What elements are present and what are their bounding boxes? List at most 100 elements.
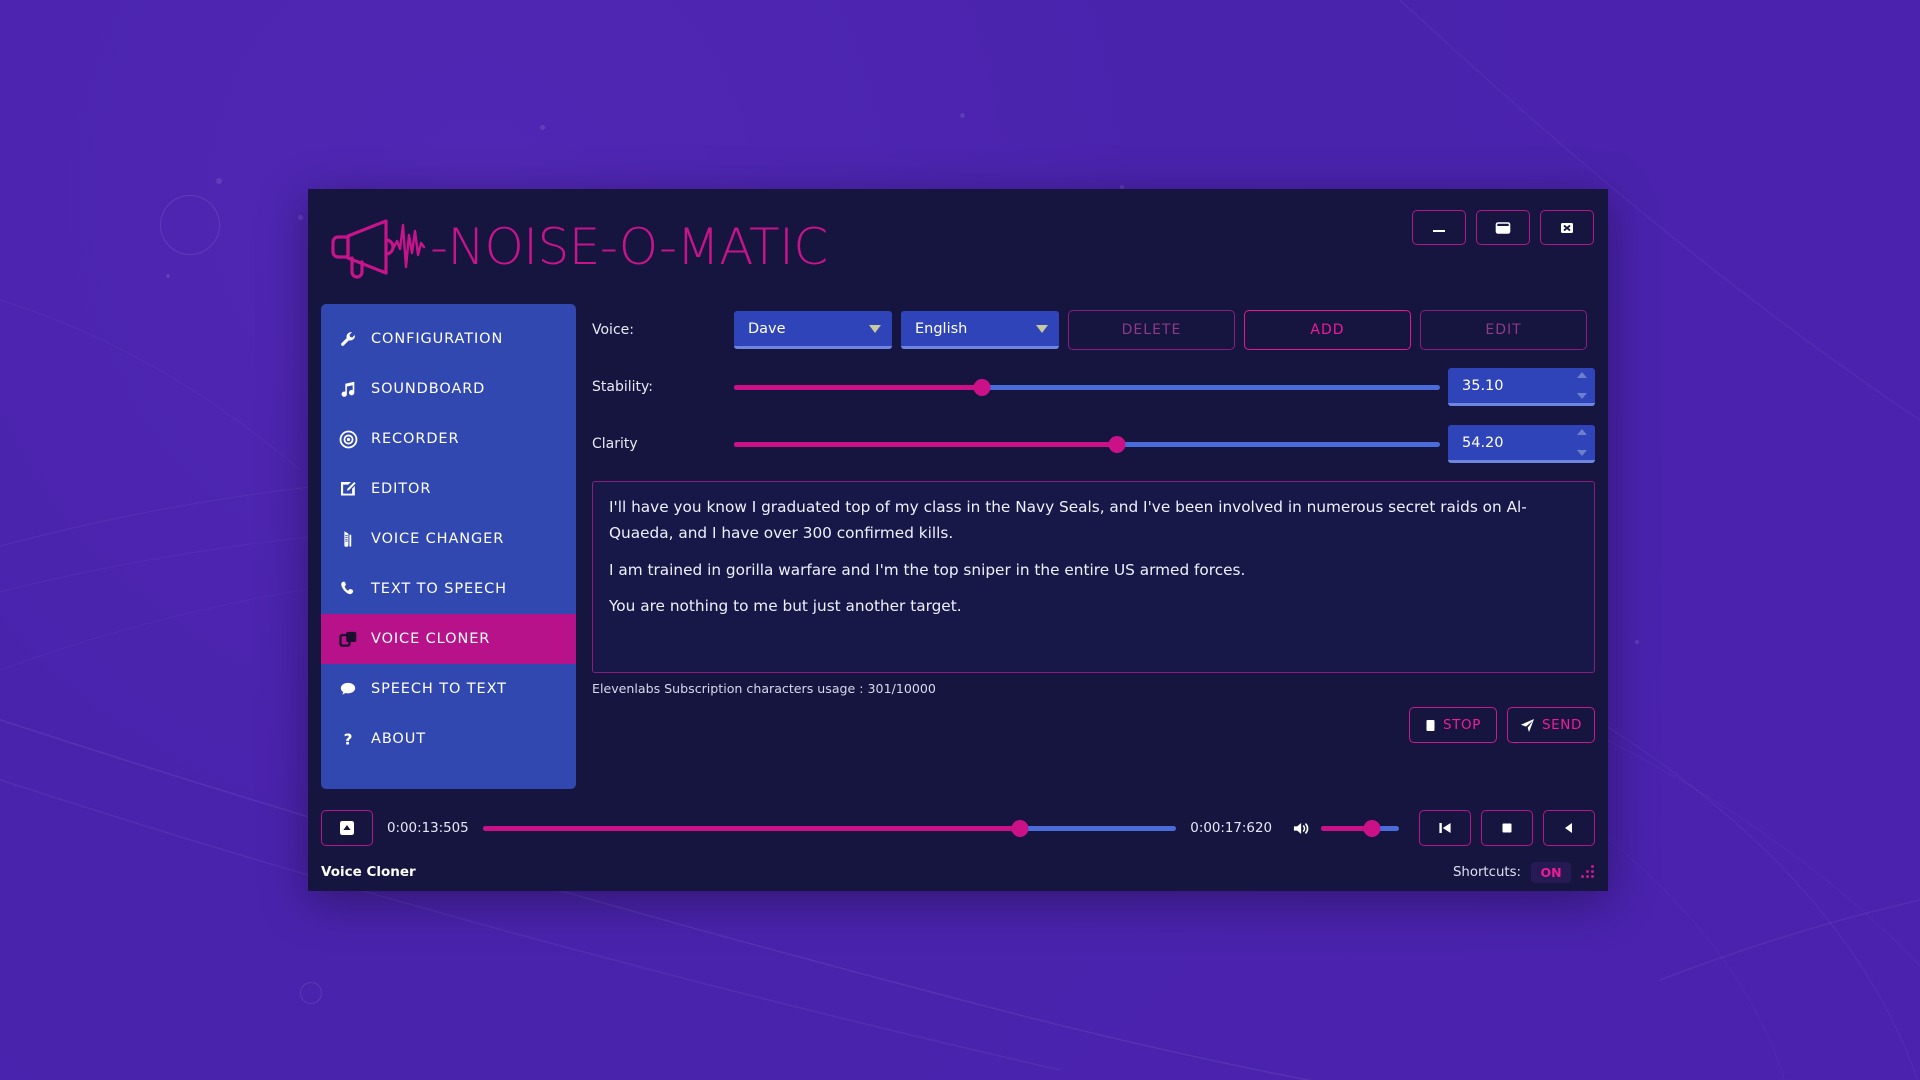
sidebar-item-voice-changer[interactable]: VOICE CHANGER [321,514,576,564]
spinner-up-icon[interactable] [1577,372,1587,378]
add-button[interactable]: ADD [1244,310,1411,350]
stop-button[interactable]: STOP [1409,707,1497,743]
seek-slider[interactable] [482,817,1177,839]
decorative-dot [216,178,222,184]
decorative-dot [960,113,965,118]
play-button[interactable] [1543,810,1595,846]
minimize-button[interactable] [1412,210,1466,245]
minimize-icon [1433,229,1445,232]
close-button[interactable] [1540,210,1594,245]
volume-icon-wrap[interactable] [1292,820,1311,837]
stability-slider[interactable] [734,376,1440,398]
chevron-down-icon [869,324,881,333]
app-body: CONFIGURATION SOUNDBOARD [308,304,1608,789]
slider-track-bg [734,384,1440,390]
copy-icon [338,629,358,649]
sidebar-item-label: TEXT TO SPEECH [371,581,507,597]
sidebar-item-voice-cloner[interactable]: VOICE CLONER [321,614,576,664]
language-select[interactable]: English [901,311,1059,349]
decorative-dot [540,125,545,130]
text-paragraph: I'll have you know I graduated top of my… [609,498,1527,543]
maximize-button[interactable] [1476,210,1530,245]
wrench-icon [338,329,358,349]
slider-fill [734,384,982,390]
clarity-value: 54.20 [1462,434,1504,451]
send-button[interactable]: SEND [1507,707,1595,743]
walkie-talkie-icon [338,529,358,549]
eject-button[interactable] [321,810,373,846]
sidebar-item-text-to-speech[interactable]: TEXT TO SPEECH [321,564,576,614]
decorative-dot [1635,640,1639,644]
spinner-down-icon[interactable] [1577,450,1587,456]
spinner-down-icon[interactable] [1577,393,1587,399]
sidebar-item-label: ABOUT [371,731,426,747]
sidebar-item-label: CONFIGURATION [371,331,504,347]
send-button-label: SEND [1542,717,1582,733]
sidebar-item-configuration[interactable]: CONFIGURATION [321,314,576,364]
sidebar: CONFIGURATION SOUNDBOARD [321,304,576,789]
sidebar-item-soundboard[interactable]: SOUNDBOARD [321,364,576,414]
stability-spinbox[interactable]: 35.10 [1448,368,1595,406]
volume-slider[interactable] [1321,817,1399,839]
sidebar-item-about[interactable]: ? ABOUT [321,714,576,764]
sidebar-item-recorder[interactable]: RECORDER [321,414,576,464]
status-right-group: Shortcuts: ON [1453,861,1595,883]
spinner-arrows [1577,429,1587,456]
speech-text-input[interactable]: I'll have you know I graduated top of my… [592,481,1595,673]
edit-button[interactable]: EDIT [1420,310,1587,350]
previous-button[interactable] [1419,810,1471,846]
volume-thumb[interactable] [1363,819,1381,837]
stability-value: 35.10 [1462,377,1504,394]
stop-button-label: STOP [1443,717,1481,733]
edit-pencil-icon [338,479,358,499]
shortcuts-toggle[interactable]: ON [1531,861,1571,883]
titlebar: -NOISE-O-MATIC [308,189,1608,304]
skip-back-icon [1439,823,1451,833]
application-window: -NOISE-O-MATIC [308,189,1608,891]
svg-text:?: ? [344,730,353,748]
seek-fill [482,825,1021,831]
status-bar: Voice Cloner Shortcuts: ON [308,854,1608,890]
sidebar-item-label: VOICE CHANGER [371,531,505,547]
slider-thumb[interactable] [973,378,991,396]
speaker-volume-icon [1293,822,1309,834]
spinner-up-icon[interactable] [1577,429,1587,435]
seek-thumb[interactable] [1011,819,1029,837]
close-icon [1561,222,1573,233]
slider-thumb[interactable] [1108,435,1126,453]
stop-playback-button[interactable] [1481,810,1533,846]
clarity-slider[interactable] [734,433,1440,455]
status-mode-label: Voice Cloner [321,864,416,880]
language-select-value: English [915,320,968,337]
eject-icon [340,821,354,835]
maximize-icon [1495,221,1511,234]
resize-grip-icon[interactable] [1581,865,1595,879]
sidebar-item-label: RECORDER [371,431,460,447]
delete-button[interactable]: DELETE [1068,310,1235,350]
app-logo: -NOISE-O-MATIC [324,211,828,283]
sidebar-item-label: VOICE CLONER [371,631,491,647]
chat-bubble-icon [338,679,358,699]
paper-plane-icon [1520,718,1535,732]
play-left-icon [1565,823,1572,833]
transport-bar: 0:00:13:505 0:00:17:620 [308,802,1608,854]
sidebar-item-label: SOUNDBOARD [371,381,486,397]
question-mark-icon: ? [338,729,358,749]
stability-row: Stability: 35.10 [592,367,1595,407]
sidebar-item-editor[interactable]: EDITOR [321,464,576,514]
voice-select-value: Dave [748,320,786,337]
chevron-down-icon [1036,324,1048,333]
stability-label: Stability: [592,379,653,395]
record-target-icon [338,429,358,449]
phone-icon [338,579,358,599]
sidebar-item-speech-to-text[interactable]: SPEECH TO TEXT [321,664,576,714]
decorative-dot [298,215,303,220]
voice-label: Voice: [592,322,634,338]
volume-fill [1321,825,1373,831]
voice-select[interactable]: Dave [734,311,892,349]
megaphone-waveform-icon [331,219,426,279]
window-controls [1412,210,1594,245]
clarity-spinbox[interactable]: 54.20 [1448,425,1595,463]
clarity-label: Clarity [592,436,638,452]
